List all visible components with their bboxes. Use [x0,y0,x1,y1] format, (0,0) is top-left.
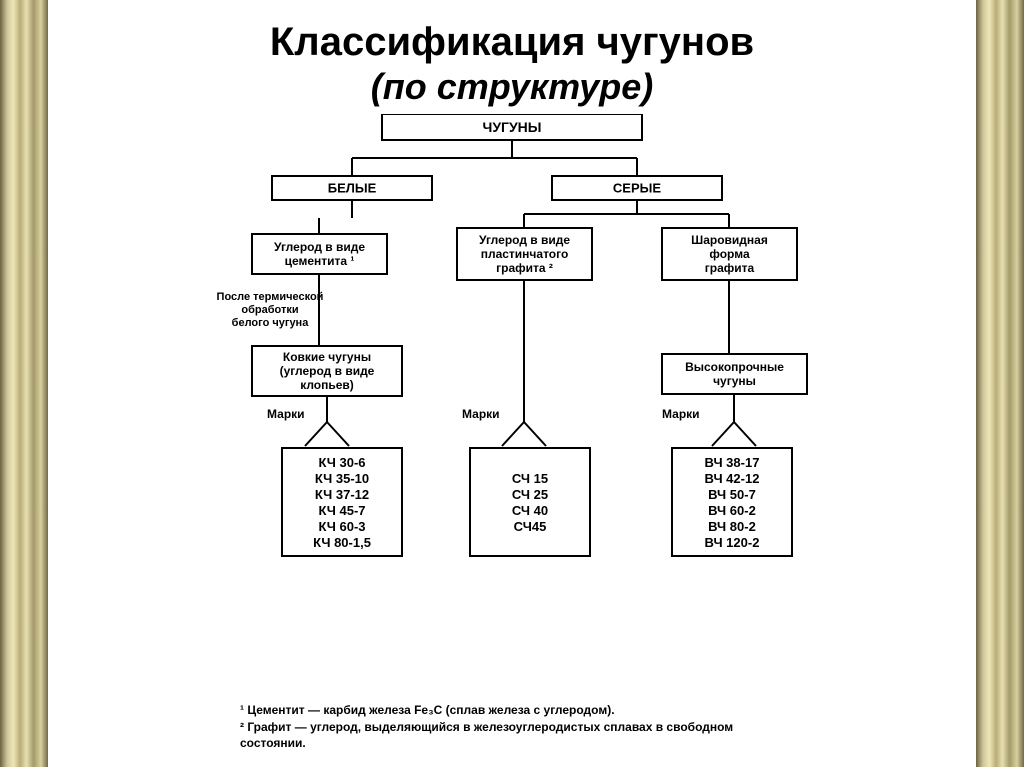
brands-v-item-0: ВЧ 38-17 [705,455,760,470]
footnote-2: ² Графит — углерод, выделяющийся в желез… [240,719,733,735]
brands-s-item-3: СЧ45 [514,519,547,534]
node-duct-line2: клопьев) [300,378,354,392]
footnote-1: ¹ Цементит — карбид железа Fe₃C (сплав ж… [240,702,733,718]
brands-k-item-4: КЧ 60-3 [318,519,365,534]
brands-k-item-3: КЧ 45-7 [318,503,365,518]
node-root-line0: ЧУГУНЫ [482,119,541,135]
page-title: Классификация чугунов [60,20,964,64]
node-cem-line1: цементита ¹ [285,254,355,268]
brands-v-header: Марки [662,407,700,421]
brands-k-item-5: КЧ 80-1,5 [313,535,371,550]
node-note-line1: обработки [241,304,298,316]
node-note-line0: После термической [217,291,324,303]
brands-k-item-0: КЧ 30-6 [318,455,365,470]
brands-k-item-2: КЧ 37-12 [315,487,369,502]
brands-k-header: Марки [267,407,305,421]
node-duct-line0: Ковкие чугуны [283,350,371,364]
node-note-line2: белого чугуна [232,317,310,329]
brands-v-item-2: ВЧ 50-7 [708,487,756,502]
footnote-3: состоянии. [240,735,733,751]
brands-v-item-4: ВЧ 80-2 [708,519,756,534]
node-plate-line1: пластинчатого [481,247,569,261]
node-high-line0: Высокопрочные [685,360,784,374]
brands-s-item-2: СЧ 40 [512,503,548,518]
page-subtitle: (по структуре) [60,66,964,108]
node-sphere-line1: форма [709,247,750,261]
node-sphere-line2: графита [705,261,755,275]
brands-s-header: Марки [462,407,500,421]
node-cem-line0: Углерод в виде [274,240,365,254]
brands-v-item-1: ВЧ 42-12 [705,471,760,486]
node-sphere-line0: Шаровидная [691,233,768,247]
classification-tree: ЧУГУНЫБЕЛЫЕСЕРЫЕУглерод в видецементита … [122,114,902,584]
slide-content: Классификация чугунов (по структуре) ЧУГ… [60,20,964,584]
brands-s-item-0: СЧ 15 [512,471,548,486]
decorative-curtain-right [976,0,1024,767]
footnotes: ¹ Цементит — карбид железа Fe₃C (сплав ж… [240,702,733,751]
brands-k-item-1: КЧ 35-10 [315,471,369,486]
node-plate-line2: графита ² [496,261,553,275]
brands-s-box [470,448,590,556]
node-white-line0: БЕЛЫЕ [328,181,377,196]
node-duct-line1: (углерод в виде [280,364,375,378]
node-high-line1: чугуны [713,374,756,388]
brands-v-item-5: ВЧ 120-2 [705,535,760,550]
node-plate-line0: Углерод в виде [479,233,570,247]
brands-s-item-1: СЧ 25 [512,487,548,502]
decorative-curtain-left [0,0,48,767]
node-grey-line0: СЕРЫЕ [613,181,661,196]
brands-v-item-3: ВЧ 60-2 [708,503,756,518]
